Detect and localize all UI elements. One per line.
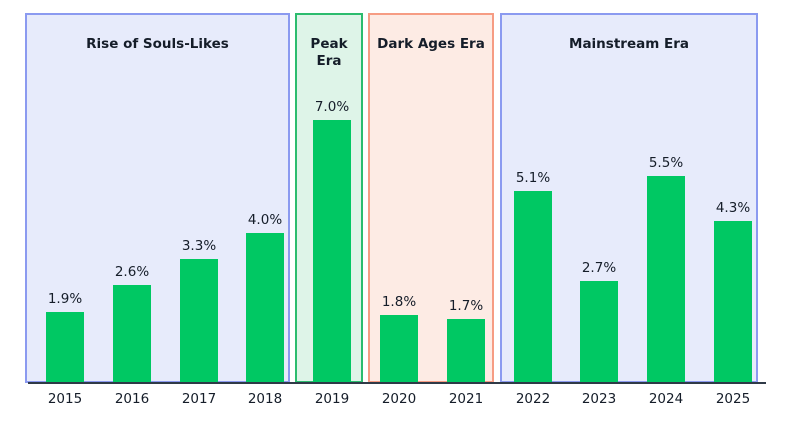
bar-2024 [647,176,685,383]
bar-2016 [113,285,151,383]
bar-value-label-2023: 2.7% [581,260,617,276]
bar-2015 [46,312,84,383]
era-label-rise-of-souls-likes: Rise of Souls-Likes [86,36,229,52]
era-label-mainstream-era: Mainstream Era [569,36,689,52]
year-tick-2020: 2020 [381,391,417,407]
bar-value-label-2017: 3.3% [181,238,217,254]
year-tick-2022: 2022 [515,391,551,407]
bar-2023 [580,281,618,383]
year-tick-2023: 2023 [581,391,617,407]
bar-2025 [714,221,752,383]
bar-value-label-2021: 1.7% [448,298,484,314]
bar-2017 [180,259,218,383]
year-tick-2025: 2025 [715,391,751,407]
bar-value-label-2019: 7.0% [314,99,350,115]
bar-value-label-2015: 1.9% [47,291,83,307]
bar-2020 [380,315,418,383]
era-label-peak-era: Peak Era [310,36,348,69]
bar-value-label-2025: 4.3% [715,200,751,216]
bar-value-label-2018: 4.0% [247,212,283,228]
year-tick-2024: 2024 [648,391,684,407]
bar-value-label-2020: 1.8% [381,294,417,310]
bar-value-label-2016: 2.6% [114,264,150,280]
bar-2022 [514,191,552,383]
year-tick-2015: 2015 [47,391,83,407]
bar-value-label-2024: 5.5% [648,155,684,171]
bar-2021 [447,319,485,383]
year-tick-2018: 2018 [247,391,283,407]
era-label-dark-ages-era: Dark Ages Era [377,36,485,52]
bar-value-label-2022: 5.1% [515,170,551,186]
year-tick-2021: 2021 [448,391,484,407]
year-tick-2017: 2017 [181,391,217,407]
bar-2019 [313,120,351,383]
bar-2018 [246,233,284,383]
year-tick-2016: 2016 [114,391,150,407]
x-axis-line [28,382,766,384]
year-tick-2019: 2019 [314,391,350,407]
